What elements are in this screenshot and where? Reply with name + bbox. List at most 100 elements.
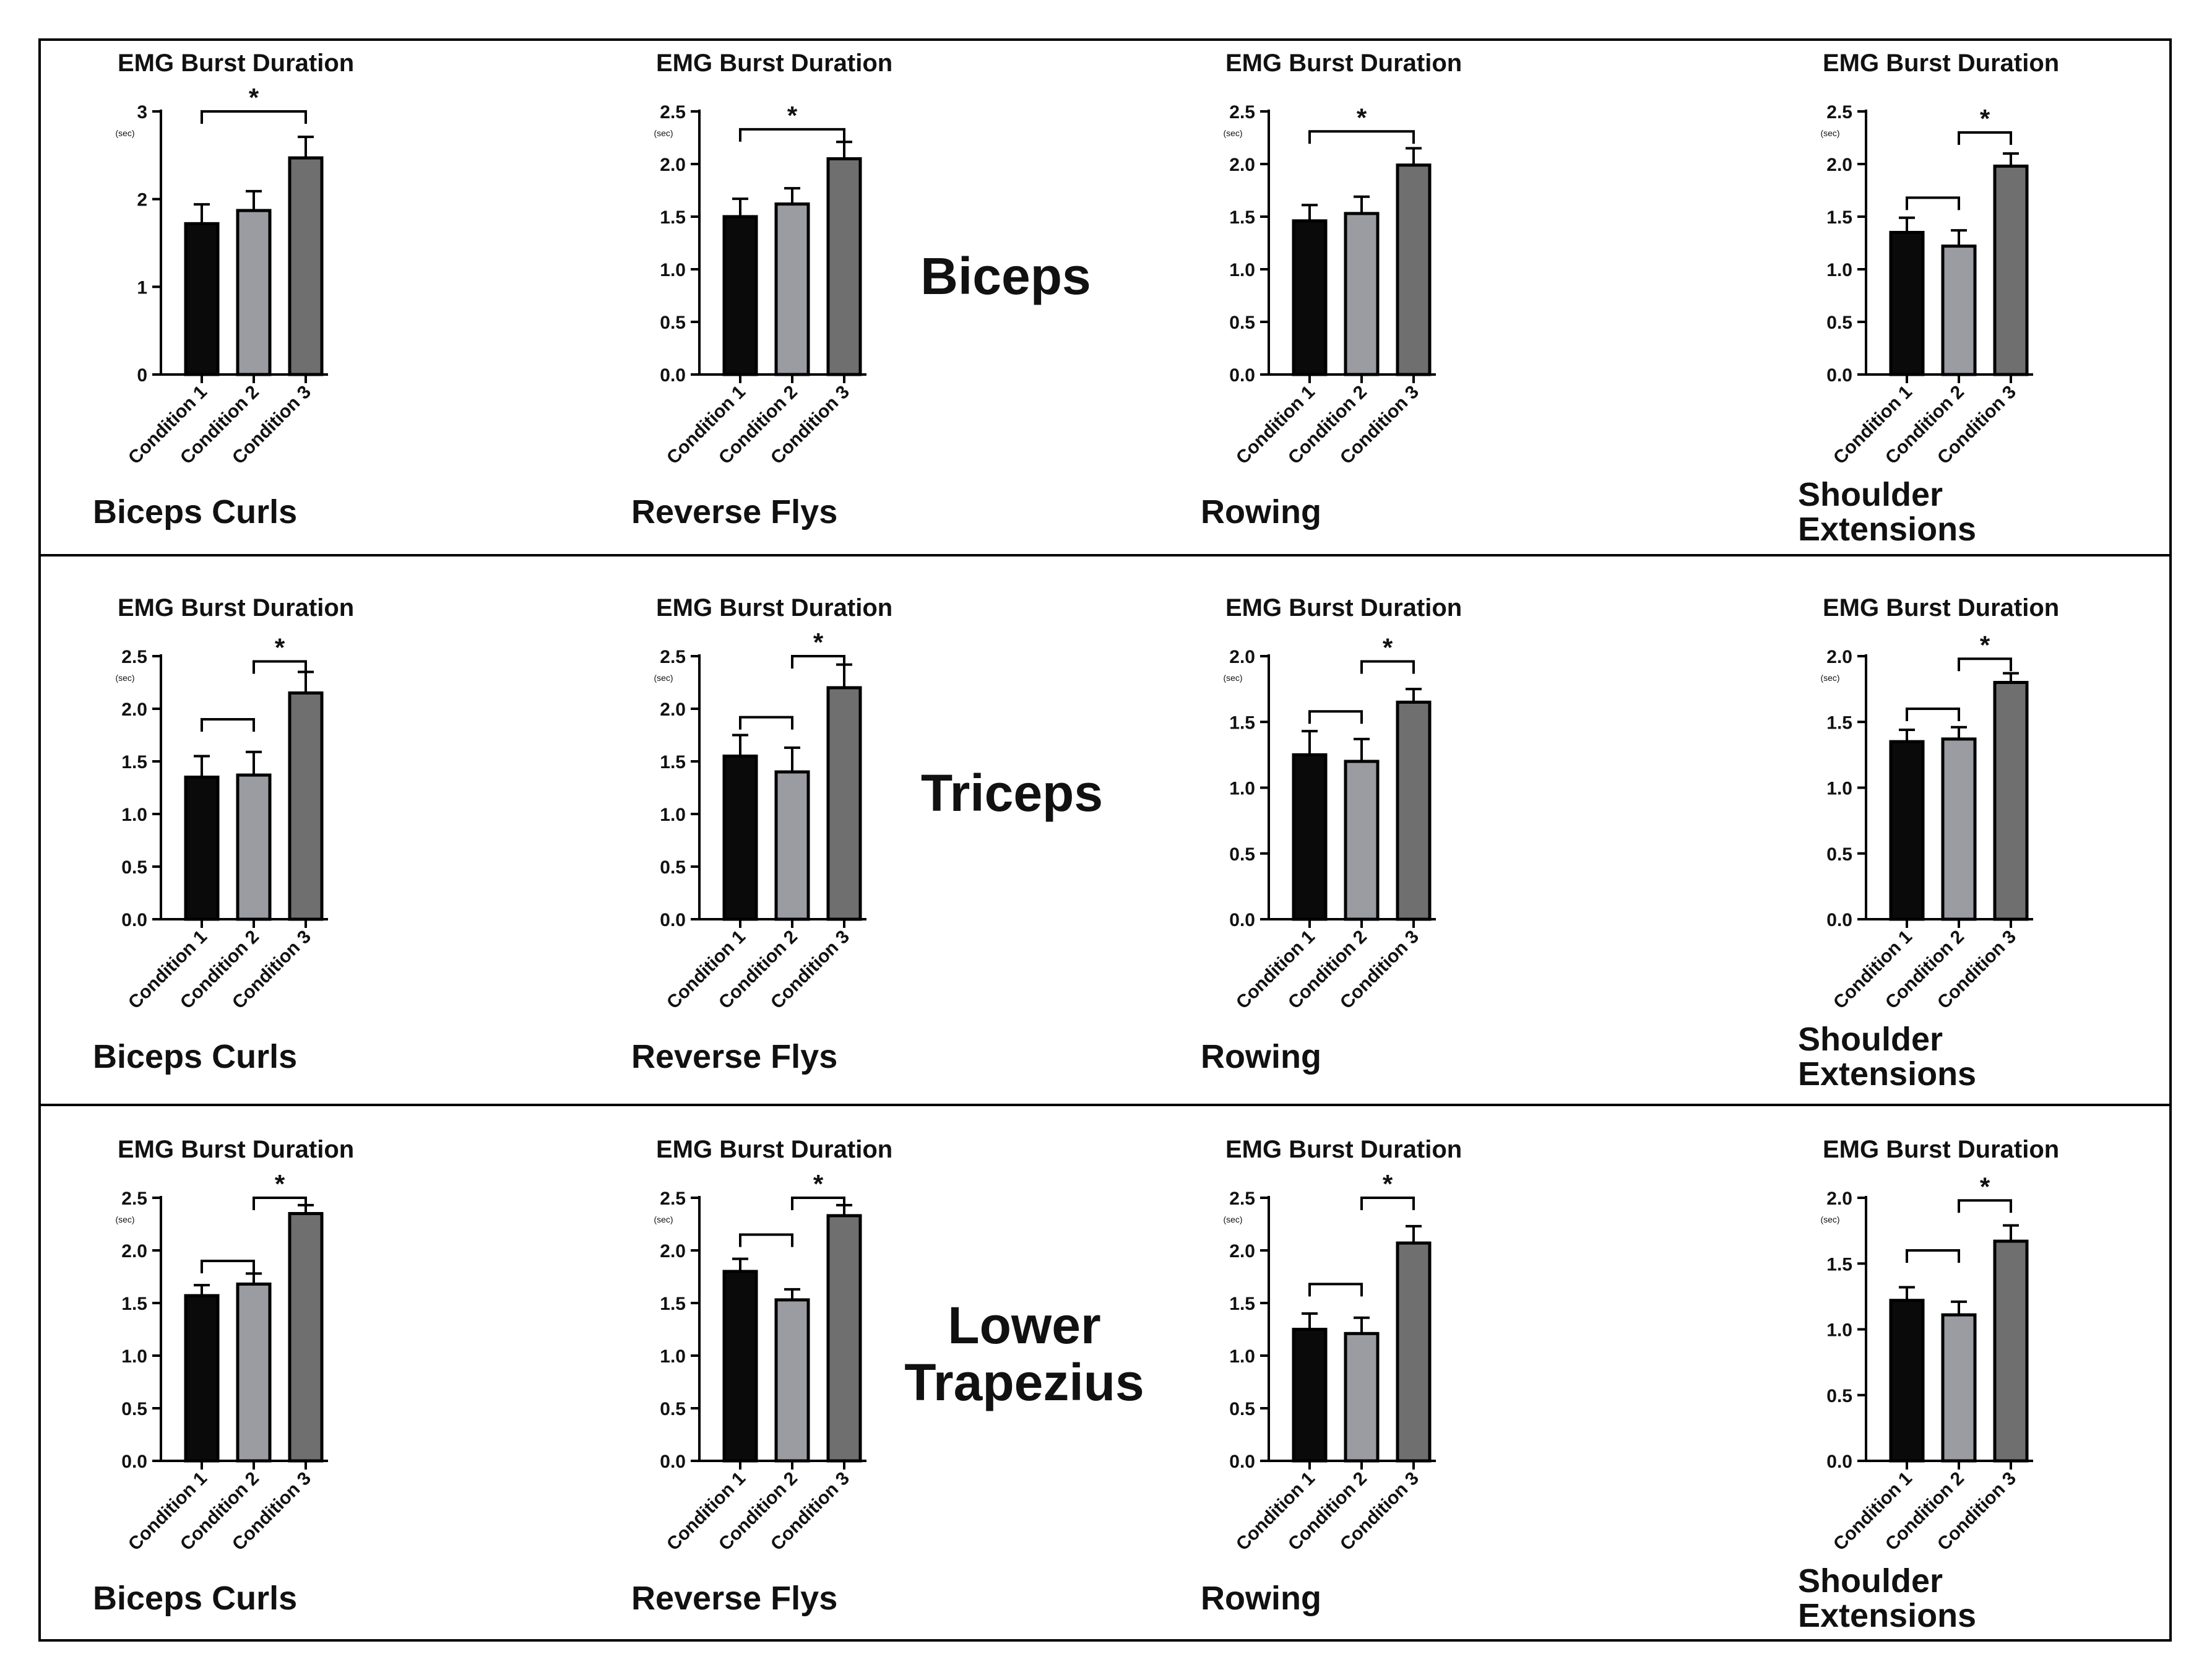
bar <box>774 770 810 921</box>
exercise-label: Rowing <box>1201 493 1321 530</box>
y-tick-label: 1.0 <box>660 805 686 825</box>
bar <box>1344 212 1380 376</box>
y-tick-label: 0.5 <box>1826 1386 1852 1406</box>
significance-marker: * <box>1980 630 1990 659</box>
y-axis-unit: (sec) <box>1223 673 1242 683</box>
chart-panel: EMG Burst Duration 0.0 0.5 1.0 1.5 2.0 2.5 (sec… <box>93 1136 359 1640</box>
significance-bracket <box>1360 660 1415 674</box>
y-tick-label: 2.5 <box>1229 1189 1255 1209</box>
bar <box>1941 1313 1977 1463</box>
y-tick-label: 0.0 <box>121 1452 147 1472</box>
y-tick-label: 0.5 <box>1229 313 1255 333</box>
chart-title: EMG Burst Duration <box>1823 594 2059 621</box>
significance-bracket <box>1308 130 1415 144</box>
y-tick-label: 1 <box>137 277 147 298</box>
y-tick-label: 2.5 <box>121 1189 147 1209</box>
y-tick-label: 1.5 <box>1229 207 1255 228</box>
y-tick-label: 2.0 <box>660 699 686 720</box>
y-tick-label: 2.5 <box>660 102 686 123</box>
bar <box>1292 753 1328 921</box>
chart-panel: EMG Burst Duration 0.0 0.5 1.0 1.5 2.0 (sec) Co… <box>1798 1136 2064 1640</box>
y-tick-label: 1.0 <box>1229 1346 1255 1367</box>
significance-bracket <box>1958 1199 2012 1213</box>
y-tick-label: 0.0 <box>660 365 686 386</box>
y-tick-label: 0.0 <box>1229 910 1255 930</box>
y-tick-label: 1.5 <box>1229 712 1255 733</box>
y-tick-label: 0.0 <box>1826 365 1852 386</box>
bar <box>236 1282 272 1463</box>
y-tick-label: 0.5 <box>1229 844 1255 865</box>
exercise-label: Shoulder <box>1798 1562 1943 1600</box>
significance-bracket <box>1958 657 2012 672</box>
y-tick-label: 0.0 <box>660 1452 686 1472</box>
chart-title: EMG Burst Duration <box>656 50 892 77</box>
significance-marker: * <box>1980 104 1990 133</box>
y-tick-label: 1.0 <box>121 805 147 825</box>
bar <box>1396 1241 1432 1463</box>
y-tick-label: 0.5 <box>1826 313 1852 333</box>
bar <box>826 157 862 376</box>
y-tick-label: 0.5 <box>121 1399 147 1419</box>
significance-marker: * <box>275 1169 285 1198</box>
bar <box>1344 1331 1380 1463</box>
chart-title: EMG Burst Duration <box>1823 50 2059 77</box>
y-tick-label: 1.0 <box>1826 1320 1852 1341</box>
chart-title: EMG Burst Duration <box>118 594 354 621</box>
significance-marker: * <box>1980 1172 1990 1201</box>
bar <box>236 773 272 921</box>
bar <box>826 686 862 921</box>
significance-bracket <box>1360 1197 1415 1210</box>
significance-marker: * <box>1357 103 1367 132</box>
significance-bracket <box>1958 131 2012 145</box>
y-tick-label: 1.0 <box>1229 260 1255 280</box>
muscle-label-line: Triceps <box>920 764 1104 822</box>
exercise-label: Reverse Flys <box>631 1038 837 1075</box>
y-tick-label: 2.0 <box>660 155 686 175</box>
bar <box>288 691 324 921</box>
y-axis-unit: (sec) <box>1820 673 1839 683</box>
significance-marker: * <box>813 1169 824 1198</box>
exercise-label: Biceps Curls <box>93 1038 297 1075</box>
y-tick-label: 1.0 <box>660 260 686 280</box>
chart-panel: EMG Burst Duration 0.0 0.5 1.0 1.5 2.0 2.5 (sec… <box>631 1136 897 1640</box>
chart-panel: EMG Burst Duration 0.0 0.5 1.0 1.5 2.0 2.5 (sec… <box>93 594 359 1099</box>
y-axis-unit: (sec) <box>1223 1215 1242 1224</box>
y-tick-label: 1.5 <box>660 207 686 228</box>
significance-bracket <box>1906 196 1960 210</box>
significance-marker: * <box>813 628 824 657</box>
chart-title: EMG Burst Duration <box>1225 1136 1462 1163</box>
y-tick-label: 0.0 <box>660 910 686 930</box>
chart-panel: EMG Burst Duration 0.0 0.5 1.0 1.5 2.0 2.5 (sec… <box>631 50 897 554</box>
muscle-label-biceps: Biceps <box>920 248 1091 305</box>
y-tick-label: 2.0 <box>1229 1241 1255 1262</box>
bar <box>1993 164 2029 376</box>
y-axis-unit: (sec) <box>654 1215 673 1224</box>
exercise-label: Biceps Curls <box>93 493 297 530</box>
bar <box>1396 163 1432 376</box>
y-tick-label: 0.5 <box>660 857 686 878</box>
bar <box>1344 760 1380 921</box>
exercise-label: Extensions <box>1798 1597 1976 1634</box>
y-axis-unit: (sec) <box>1820 1215 1839 1224</box>
y-tick-label: 2.0 <box>121 1241 147 1262</box>
y-tick-label: 2.5 <box>1229 102 1255 123</box>
significance-marker: * <box>275 633 285 662</box>
chart-panel: EMG Burst Duration 0.0 0.5 1.0 1.5 2.0 (sec) Co… <box>1798 594 2064 1099</box>
chart-title: EMG Burst Duration <box>656 1136 892 1163</box>
exercise-label: Reverse Flys <box>631 1580 837 1617</box>
muscle-label-line: Trapezius <box>904 1353 1144 1411</box>
significance-marker: * <box>787 101 798 130</box>
bar <box>1889 740 1925 921</box>
bar <box>288 1212 324 1463</box>
y-tick-label: 2.0 <box>660 1241 686 1262</box>
bar <box>1396 700 1432 921</box>
significance-bracket <box>201 110 307 124</box>
bar-chart: EMG Burst Duration 0.0 0.5 1.0 1.5 2.0 2.5 (sec… <box>631 1136 892 1617</box>
y-tick-label: 1.0 <box>1229 779 1255 799</box>
y-axis-unit: (sec) <box>654 673 673 683</box>
exercise-label: Extensions <box>1798 511 1976 548</box>
exercise-label: Extensions <box>1798 1055 1976 1093</box>
chart-panel: EMG Burst Duration 0.0 0.5 1.0 1.5 2.0 2.5 (sec… <box>631 594 897 1099</box>
y-tick-label: 0.5 <box>1826 844 1852 865</box>
significance-bracket <box>791 1197 845 1210</box>
